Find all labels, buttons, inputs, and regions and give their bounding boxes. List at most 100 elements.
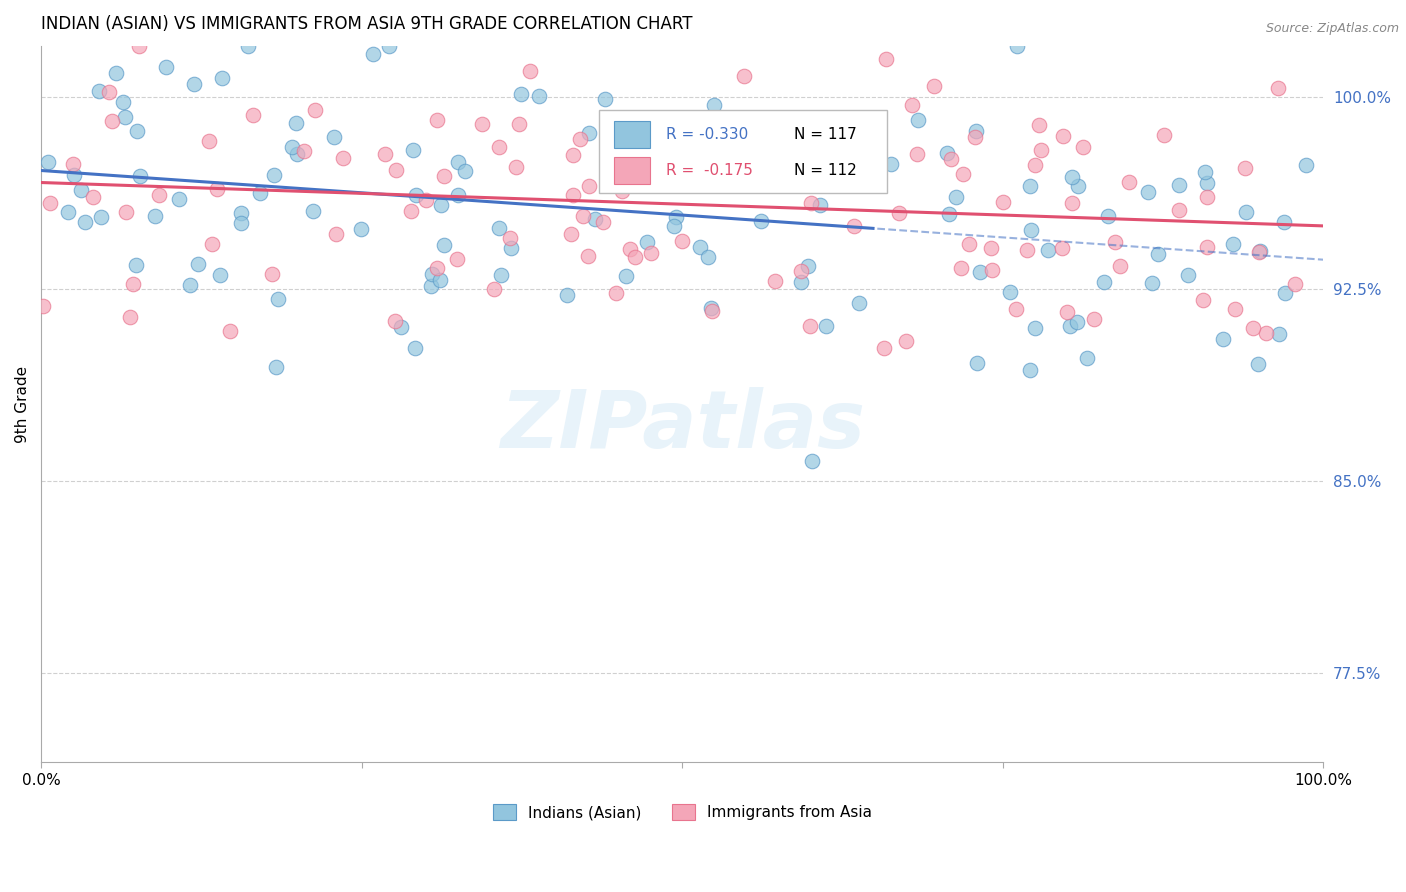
Point: [619, 242, 641, 256]
Point: [652, 178, 675, 193]
Point: [208, 268, 231, 282]
Point: [87, 84, 110, 98]
Point: [797, 168, 820, 182]
Point: [242, 108, 264, 122]
Point: [489, 268, 512, 282]
Point: [936, 146, 959, 161]
Point: [922, 78, 945, 93]
Point: [636, 235, 658, 249]
Point: [446, 252, 468, 267]
Point: [966, 356, 988, 370]
Point: [1268, 326, 1291, 341]
Point: [155, 60, 177, 74]
Point: [211, 71, 233, 86]
Point: [1195, 176, 1218, 190]
Point: [1272, 215, 1295, 229]
Point: [636, 112, 658, 126]
Point: [420, 267, 443, 281]
Point: [624, 169, 647, 184]
Point: [482, 282, 505, 296]
Point: [32, 299, 55, 313]
Text: ZIPatlas: ZIPatlas: [499, 386, 865, 465]
Text: Source: ZipAtlas.com: Source: ZipAtlas.com: [1265, 22, 1399, 36]
Point: [1212, 332, 1234, 346]
Point: [429, 198, 451, 212]
Text: INDIAN (ASIAN) VS IMMIGRANTS FROM ASIA 9TH GRADE CORRELATION CHART: INDIAN (ASIAN) VS IMMIGRANTS FROM ASIA 9…: [41, 15, 693, 33]
Point: [447, 187, 470, 202]
Point: [672, 164, 695, 178]
Point: [37, 155, 59, 169]
Point: [1019, 223, 1042, 237]
Point: [1066, 179, 1088, 194]
Point: [814, 319, 837, 334]
Point: [1284, 277, 1306, 292]
Point: [264, 360, 287, 375]
Point: [519, 63, 541, 78]
Point: [1076, 351, 1098, 365]
Point: [887, 206, 910, 220]
Point: [700, 166, 723, 180]
Point: [700, 304, 723, 318]
Point: [82, 190, 104, 204]
Point: [896, 334, 918, 349]
Point: [1234, 204, 1257, 219]
Point: [281, 140, 304, 154]
Point: [1005, 38, 1028, 53]
Point: [965, 124, 987, 138]
Point: [1256, 326, 1278, 341]
Point: [790, 264, 813, 278]
Point: [643, 171, 665, 186]
Point: [118, 310, 141, 325]
Point: [725, 119, 748, 133]
Point: [796, 259, 818, 273]
Legend: Indians (Asian), Immigrants from Asia: Indians (Asian), Immigrants from Asia: [486, 798, 877, 827]
Point: [304, 103, 326, 118]
Point: [907, 113, 929, 128]
Point: [800, 454, 823, 468]
Point: [1267, 80, 1289, 95]
Point: [800, 195, 823, 210]
Point: [267, 292, 290, 306]
Point: [571, 209, 593, 223]
Point: [592, 214, 614, 228]
Point: [433, 169, 456, 183]
Point: [1197, 190, 1219, 204]
Point: [292, 144, 315, 158]
Point: [749, 214, 772, 228]
Point: [529, 89, 551, 103]
Point: [39, 195, 62, 210]
Point: [508, 117, 530, 131]
Point: [98, 85, 121, 99]
Point: [1223, 301, 1246, 316]
Point: [993, 195, 1015, 210]
Point: [1167, 178, 1189, 192]
Point: [939, 153, 962, 167]
Point: [1029, 144, 1052, 158]
Point: [1147, 247, 1170, 261]
Point: [1241, 321, 1264, 335]
Point: [623, 250, 645, 264]
Point: [350, 222, 373, 236]
Point: [75, 215, 97, 229]
Bar: [599, 111, 887, 193]
Point: [731, 165, 754, 179]
Point: [62, 157, 84, 171]
Point: [846, 166, 869, 180]
Point: [101, 113, 124, 128]
Bar: [614, 120, 650, 148]
Point: [700, 301, 723, 316]
Point: [384, 162, 406, 177]
Point: [1066, 315, 1088, 329]
Point: [614, 268, 637, 283]
Point: [808, 197, 831, 211]
Point: [560, 227, 582, 241]
Point: [499, 231, 522, 245]
Point: [426, 260, 449, 275]
Point: [284, 115, 307, 129]
Point: [1104, 235, 1126, 249]
Point: [1092, 276, 1115, 290]
Point: [562, 187, 585, 202]
Point: [488, 140, 510, 154]
Point: [555, 287, 578, 301]
Point: [231, 206, 253, 220]
